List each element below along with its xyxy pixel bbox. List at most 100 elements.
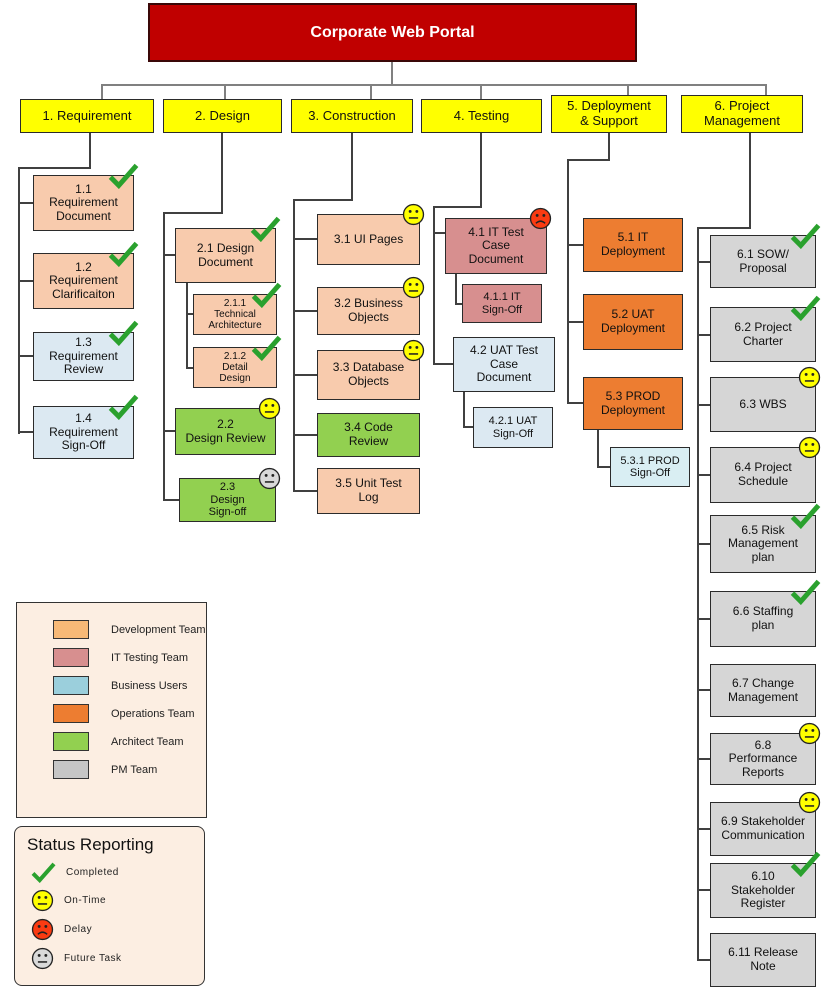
node-label: 1.1 Requirement Document (49, 181, 118, 223)
node-label: 3. Construction (308, 107, 396, 123)
future-task-smiley-icon (31, 947, 54, 970)
node-3.4: 3.4 Code Review (317, 413, 420, 457)
connector-segment (697, 543, 710, 545)
status-label: Delay (64, 924, 93, 935)
delay-frown-icon (31, 918, 54, 941)
on-time-smiley-icon (402, 203, 425, 226)
connector-segment (697, 474, 710, 476)
on-time-smiley-icon (798, 791, 821, 814)
node-label: 3.5 Unit Test Log (335, 476, 402, 504)
connector-segment (567, 321, 583, 323)
on-time-smiley-icon (798, 366, 821, 389)
status-legend-panel: Status Reporting Completed On-Time Delay Fu… (14, 826, 205, 986)
team-color-swatch (53, 648, 89, 667)
node-label: 6.3 WBS (739, 396, 787, 411)
status-label: On-Time (64, 895, 107, 906)
node-6.7: 6.7 Change Management (710, 664, 816, 717)
connector-segment (18, 355, 33, 357)
team-label: Development Team (111, 623, 206, 636)
connector-segment (293, 434, 317, 436)
node-label: 2. Design (195, 107, 250, 123)
connector-segment (293, 199, 295, 492)
node-label: 4.1 IT Test Case Document (468, 224, 524, 266)
team-label: Architect Team (111, 735, 184, 748)
node-label: 6.9 Stakeholder Communication (720, 814, 806, 842)
team-legend-rows: Development Team IT Testing Team Business … (53, 620, 206, 779)
team-color-swatch (53, 732, 89, 751)
node-label: 1.3 Requirement Review (49, 335, 118, 377)
node-6.1: 6.1 SOW/ Proposal (710, 223, 821, 288)
connector-segment (597, 430, 599, 468)
team-legend-item: Operations Team (53, 704, 206, 723)
team-color-swatch (53, 620, 89, 639)
connector-segment (101, 84, 767, 86)
node-5.3.1: 5.3.1 PROD Sign-Off (610, 447, 690, 487)
node-label: 4.2 UAT Test Case Document (469, 343, 539, 385)
node-6.6: 6.6 Staffing plan (710, 579, 821, 647)
status-legend-title: Status Reporting (27, 835, 154, 854)
connector-segment (101, 84, 103, 99)
team-color-swatch (53, 676, 89, 695)
connector-segment (765, 84, 767, 97)
connector-segment (463, 426, 473, 428)
completed-check-icon (31, 862, 56, 884)
completed-check-icon (790, 579, 821, 606)
completed-check-icon (790, 295, 821, 322)
node-label: 5.1 IT Deployment (600, 230, 666, 258)
node-3.2: 3.2 Business Objects (317, 276, 425, 335)
node-4.2.1: 4.2.1 UAT Sign-Off (473, 407, 553, 448)
node-2.1.2: 2.1.2 Detail Design (193, 335, 282, 388)
connector-segment (697, 404, 710, 406)
connector-segment (18, 202, 33, 204)
node-label: 6. Project Management (704, 98, 780, 128)
team-legend-item: IT Testing Team (53, 648, 206, 667)
node-label: 6.5 Risk Management plan (727, 522, 799, 564)
connector-segment (163, 212, 223, 214)
connector-segment (186, 313, 193, 315)
on-time-smiley-icon (31, 889, 54, 912)
node-5.2: 5.2 UAT Deployment (583, 294, 683, 350)
node-cat-6: 6. Project Management (681, 95, 803, 133)
node-label: 2.1.1 Technical Architecture (208, 297, 262, 332)
project-title-box: Corporate Web Portal (148, 3, 637, 62)
connector-segment (293, 199, 353, 201)
connector-segment (163, 499, 179, 501)
node-label: 3.1 UI Pages (333, 231, 404, 246)
on-time-smiley-icon (798, 436, 821, 459)
team-legend-item: Business Users (53, 676, 206, 695)
connector-segment (163, 430, 175, 432)
connector-segment (351, 133, 353, 201)
connector-segment (697, 689, 710, 691)
node-label: 2.1 Design Document (196, 240, 255, 269)
connector-segment (567, 159, 569, 404)
node-label: 6.6 Staffing plan (732, 604, 794, 632)
node-label: 3.4 Code Review (344, 420, 393, 448)
node-label: 5.2 UAT Deployment (600, 307, 666, 335)
node-label: 3.3 Database Objects (332, 360, 405, 388)
node-label: 2.1.2 Detail Design (219, 350, 251, 385)
connector-segment (697, 261, 710, 263)
node-4.1: 4.1 IT Test Case Document (445, 207, 552, 274)
node-label: 6.7 Change Management (727, 675, 799, 704)
connector-segment (293, 310, 317, 312)
node-cat-3: 3. Construction (291, 99, 413, 133)
connector-segment (433, 206, 482, 208)
node-label: 5. Deployment & Support (567, 98, 651, 128)
node-cat-4: 4. Testing (421, 99, 542, 133)
connector-segment (697, 334, 710, 336)
node-3.5: 3.5 Unit Test Log (317, 468, 420, 514)
node-1.2: 1.2 Requirement Clarificaiton (33, 241, 139, 309)
node-6.2: 6.2 Project Charter (710, 295, 821, 362)
status-legend-item: Completed (25, 862, 204, 884)
node-6.3: 6.3 WBS (710, 366, 821, 432)
team-legend-item: Development Team (53, 620, 206, 639)
status-label: Completed (66, 867, 119, 878)
node-label: 6.1 SOW/ Proposal (736, 246, 789, 275)
connector-segment (18, 167, 91, 169)
connector-segment (224, 84, 226, 99)
node-6.4: 6.4 Project Schedule (710, 436, 821, 503)
node-6.9: 6.9 Stakeholder Communication (710, 791, 821, 856)
node-label: 5.3.1 PROD Sign-Off (620, 454, 680, 479)
connector-segment (89, 133, 91, 169)
node-cat-2: 2. Design (163, 99, 282, 133)
